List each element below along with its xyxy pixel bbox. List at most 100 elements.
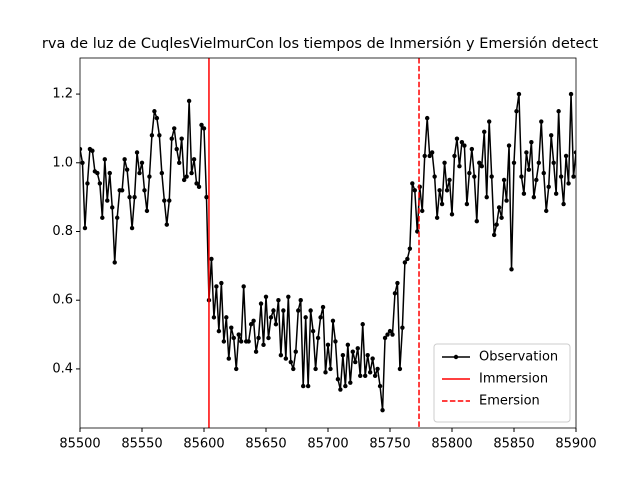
data-point — [261, 342, 266, 348]
data-point — [177, 160, 182, 165]
data-point — [494, 222, 499, 227]
data-point — [335, 377, 341, 382]
data-point — [201, 126, 207, 131]
data-point — [253, 349, 259, 354]
data-point — [333, 339, 338, 344]
data-point — [549, 133, 554, 138]
data-point — [184, 174, 189, 179]
data-point — [449, 212, 455, 217]
data-point — [323, 370, 328, 375]
x-tick-label: 85550 — [121, 437, 162, 452]
data-point — [152, 109, 157, 114]
data-point — [412, 188, 417, 193]
data-point — [186, 98, 192, 104]
data-point — [112, 260, 117, 265]
data-point — [132, 194, 137, 200]
data-point — [214, 284, 219, 289]
x-tick-label: 85700 — [307, 437, 348, 452]
data-point — [358, 373, 363, 378]
data-point — [172, 126, 177, 131]
data-point — [137, 170, 142, 176]
data-point — [147, 174, 152, 179]
data-point — [474, 218, 479, 224]
data-point — [487, 119, 492, 124]
data-point — [464, 201, 470, 207]
data-point — [556, 109, 561, 114]
x-tick-label: 85850 — [493, 437, 534, 452]
data-point — [236, 332, 241, 337]
data-point — [553, 191, 559, 196]
data-point — [546, 184, 551, 190]
plot-frame — [79, 57, 577, 429]
legend-marker — [453, 354, 459, 360]
data-point — [310, 328, 316, 334]
data-point — [350, 349, 355, 354]
data-point — [169, 136, 174, 141]
data-point — [343, 383, 348, 389]
data-point — [365, 352, 370, 358]
data-point — [221, 339, 227, 344]
data-point — [484, 194, 489, 200]
data-point — [442, 160, 447, 165]
data-point — [239, 339, 244, 344]
data-point — [353, 359, 358, 365]
data-point — [382, 335, 388, 341]
data-point — [303, 315, 308, 320]
data-point — [256, 335, 261, 341]
data-point — [293, 349, 298, 354]
data-point — [199, 122, 204, 128]
data-point — [149, 133, 155, 138]
data-point — [499, 215, 504, 220]
data-point — [286, 294, 291, 299]
chart-title: rva de luz de CuqlesVielmurCon los tiemp… — [42, 36, 598, 52]
data-point — [82, 225, 88, 231]
data-point — [407, 246, 413, 251]
data-point — [313, 366, 318, 372]
data-point — [209, 256, 214, 262]
data-point — [119, 188, 125, 193]
data-point — [134, 150, 140, 155]
data-point — [345, 342, 351, 348]
data-point — [432, 174, 437, 179]
data-point — [469, 146, 475, 152]
data-point — [102, 157, 108, 162]
data-point — [529, 139, 534, 145]
x-tick-label: 85750 — [369, 437, 410, 452]
data-point — [328, 366, 333, 372]
data-point — [467, 170, 472, 176]
data-point — [224, 315, 229, 320]
data-point — [278, 352, 284, 358]
y-tick-label: 1.0 — [52, 155, 73, 170]
data-point — [514, 109, 519, 114]
data-point — [248, 322, 254, 327]
data-point — [444, 188, 450, 193]
data-point — [447, 177, 452, 183]
data-point — [196, 184, 202, 190]
data-point — [536, 160, 541, 165]
y-tick-label: 1.2 — [52, 87, 73, 102]
data-point — [454, 136, 460, 141]
data-point — [204, 194, 209, 200]
data-point — [164, 222, 169, 227]
data-point — [434, 215, 440, 220]
data-point — [348, 380, 353, 385]
data-point — [139, 160, 145, 165]
data-point — [162, 198, 167, 203]
data-point — [477, 160, 482, 165]
data-point — [127, 194, 132, 200]
y-tick-label: 0.6 — [52, 293, 73, 308]
data-point — [482, 129, 487, 135]
data-point — [561, 201, 566, 207]
data-point — [420, 208, 425, 214]
data-point — [539, 119, 544, 124]
data-point — [380, 407, 385, 413]
data-point — [216, 328, 222, 334]
data-point — [377, 383, 383, 389]
data-point — [273, 322, 279, 327]
data-point — [154, 115, 160, 121]
data-point — [276, 298, 281, 303]
data-point — [372, 373, 378, 378]
data-point — [142, 188, 147, 193]
data-point — [375, 366, 380, 372]
